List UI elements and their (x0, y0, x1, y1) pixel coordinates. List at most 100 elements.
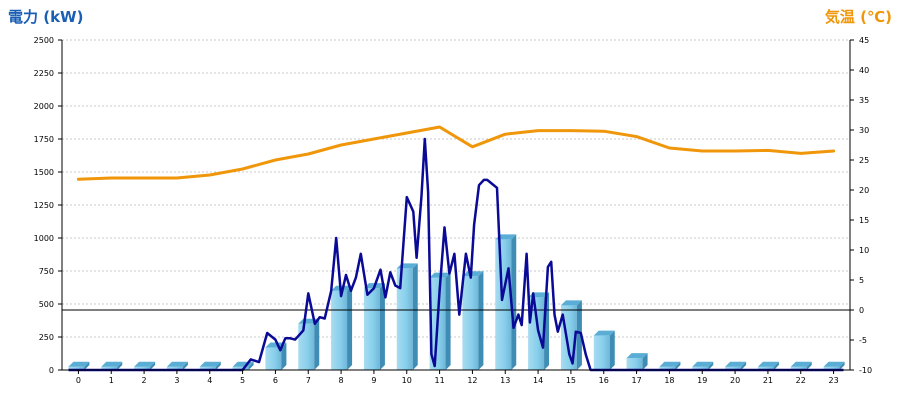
bar (659, 361, 681, 370)
x-tick-label: 21 (763, 376, 773, 385)
bar-side (248, 361, 254, 370)
bar-side (511, 234, 517, 370)
left-tick-label: 1750 (34, 135, 54, 144)
right-tick-label: 40 (859, 66, 869, 75)
right-tick-label: -5 (859, 336, 867, 345)
x-tick-label: 0 (76, 376, 81, 385)
x-tick-label: 20 (730, 376, 740, 385)
left-tick-label: 1000 (34, 234, 54, 243)
right-axis-title: 気温 (℃) (825, 8, 892, 26)
bar (495, 234, 517, 370)
bar (725, 361, 747, 370)
bar-front (593, 335, 610, 370)
x-tick-label: 17 (631, 376, 641, 385)
bar-front (396, 268, 413, 370)
bar-front (495, 239, 512, 370)
x-tick-label: 5 (240, 376, 245, 385)
bar (265, 342, 287, 370)
x-tick-label: 1 (109, 376, 114, 385)
x-tick-label: 3 (174, 376, 179, 385)
bar-side (379, 283, 385, 370)
axes: 02505007501000125015001750200022502500-1… (34, 36, 872, 385)
bar-side (84, 361, 90, 370)
bar-front (692, 366, 709, 370)
bar-front (790, 366, 807, 370)
bar-side (445, 272, 451, 370)
bar-side (839, 361, 845, 370)
bar-top (134, 361, 156, 367)
bar (462, 271, 484, 370)
bar-side (642, 353, 648, 370)
bar (331, 285, 353, 370)
left-tick-label: 500 (39, 300, 54, 309)
bar-front (199, 366, 216, 370)
bar-top (560, 300, 582, 306)
x-tick-label: 10 (402, 376, 412, 385)
bar (396, 263, 418, 370)
bar-front (166, 366, 183, 370)
bar (199, 361, 221, 370)
temperature-line (76, 125, 836, 181)
bar-side (478, 271, 484, 370)
x-tick-label: 19 (697, 376, 707, 385)
power-line (241, 137, 638, 372)
x-tick-label: 14 (533, 376, 543, 385)
bar (68, 361, 90, 370)
bar-top (199, 361, 221, 367)
bar (823, 361, 845, 370)
right-tick-label: 5 (859, 276, 864, 285)
x-tick-label: 4 (207, 376, 212, 385)
bar-top (626, 353, 648, 359)
bar-top (757, 361, 779, 367)
x-tick-label: 15 (566, 376, 576, 385)
right-tick-label: -10 (859, 366, 872, 375)
bar-side (215, 361, 221, 370)
bar-front (68, 366, 85, 370)
bar-side (609, 330, 615, 370)
left-axis-title: 電力 (kW) (8, 8, 83, 26)
bar-side (576, 300, 582, 370)
right-tick-label: 45 (859, 36, 869, 45)
line-series (68, 125, 844, 372)
right-tick-label: 30 (859, 126, 869, 135)
x-tick-label: 7 (306, 376, 311, 385)
right-tick-label: 20 (859, 186, 869, 195)
bar (298, 318, 320, 370)
bar-top (68, 361, 90, 367)
left-tick-label: 2250 (34, 69, 54, 78)
left-tick-label: 2000 (34, 102, 54, 111)
bar-side (347, 285, 353, 370)
bar-top (101, 361, 123, 367)
x-tick-label: 8 (339, 376, 344, 385)
left-tick-label: 1500 (34, 168, 54, 177)
bar-side (675, 361, 681, 370)
bar-front (265, 347, 282, 370)
bar (134, 361, 156, 370)
bar-top (659, 361, 681, 367)
left-tick-label: 250 (39, 333, 54, 342)
grid-lines (62, 39, 850, 338)
right-tick-label: 15 (859, 216, 869, 225)
x-tick-label: 11 (434, 376, 444, 385)
bar-front (363, 288, 380, 370)
right-tick-label: 35 (859, 96, 869, 105)
left-tick-label: 0 (49, 366, 54, 375)
bar-front (101, 366, 118, 370)
bar-top (166, 361, 188, 367)
x-tick-label: 6 (273, 376, 278, 385)
bar-front (725, 366, 742, 370)
bar-front (232, 366, 249, 370)
bar (626, 353, 648, 370)
bar-series (68, 234, 845, 370)
bar (757, 361, 779, 370)
bar-front (298, 323, 315, 370)
x-tick-label: 23 (828, 376, 838, 385)
bar-side (412, 263, 418, 370)
bar-side (708, 361, 714, 370)
x-tick-label: 18 (664, 376, 674, 385)
right-tick-label: 10 (859, 246, 869, 255)
bar-top (593, 330, 615, 336)
bar (692, 361, 714, 370)
